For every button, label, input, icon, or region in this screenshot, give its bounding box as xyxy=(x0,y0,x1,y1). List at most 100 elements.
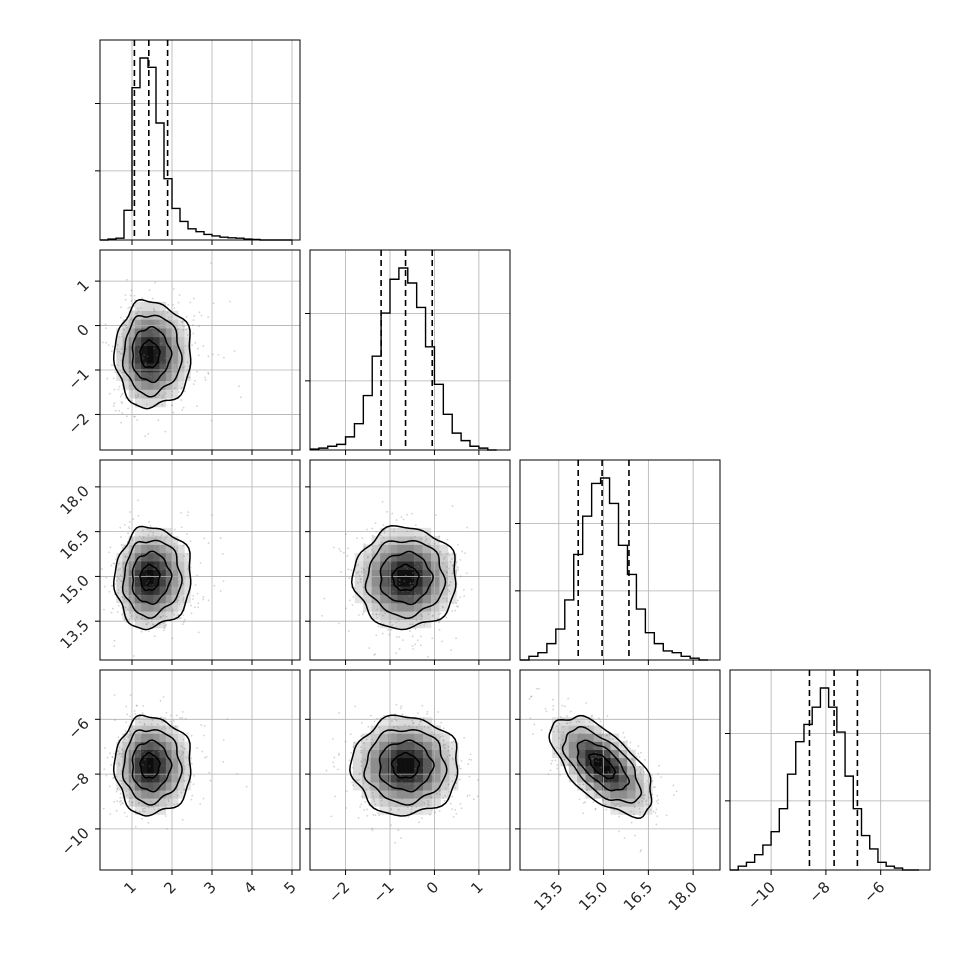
scatter-point xyxy=(427,543,430,545)
density-cell xyxy=(178,319,185,329)
scatter-point xyxy=(639,771,642,774)
density-cell xyxy=(405,733,415,742)
scatter-point xyxy=(146,528,149,531)
scatter-point xyxy=(402,747,405,750)
scatter-point xyxy=(182,614,185,617)
scatter-point xyxy=(229,300,231,303)
scatter-point xyxy=(173,803,176,806)
density-cell xyxy=(379,790,389,799)
contours-1-2 xyxy=(350,525,457,631)
scatter-point xyxy=(644,800,647,803)
scatter-point xyxy=(146,618,148,621)
scatter-point xyxy=(451,610,454,612)
scatter-point xyxy=(363,742,366,745)
scatter-point xyxy=(136,754,139,757)
scatter-point xyxy=(154,804,157,807)
density-cell xyxy=(159,371,167,382)
scatter-point xyxy=(360,570,363,573)
scatter-point xyxy=(127,307,130,309)
scatter-point xyxy=(158,394,161,396)
scatter-point xyxy=(394,841,396,844)
scatter-point xyxy=(173,307,176,309)
scatter-point xyxy=(170,532,173,535)
density-cell xyxy=(577,733,586,742)
scatter-point xyxy=(400,587,403,590)
scatter-point xyxy=(190,757,193,760)
scatter-point xyxy=(185,756,188,759)
scatter-point xyxy=(409,582,412,585)
scatter-point xyxy=(161,611,164,614)
scatter-point xyxy=(120,613,123,616)
scatter-point xyxy=(136,616,138,619)
scatter-point xyxy=(182,406,185,409)
density-cell xyxy=(396,725,406,734)
scatter-point xyxy=(169,337,172,339)
scatter-point xyxy=(431,615,434,618)
scatter-point xyxy=(128,527,131,530)
density-cell xyxy=(178,552,185,562)
density-cell xyxy=(379,733,389,742)
scatter-point xyxy=(152,559,154,561)
scatter-point xyxy=(123,738,126,741)
scatter-point xyxy=(141,817,144,820)
scatter-point xyxy=(442,606,445,609)
scatter-point xyxy=(377,584,380,586)
scatter-point xyxy=(114,371,117,374)
scatter-point xyxy=(448,590,451,593)
scatter-point xyxy=(179,617,182,620)
scatter-point xyxy=(431,637,434,640)
density-cell xyxy=(134,773,142,783)
density-cell xyxy=(396,790,406,799)
scatter-point xyxy=(379,742,382,745)
scatter-point xyxy=(119,316,122,319)
scatter-point xyxy=(119,370,122,373)
scatter-point xyxy=(357,571,360,574)
density-cell xyxy=(371,552,381,562)
density-cell xyxy=(134,336,142,346)
density-cell xyxy=(159,301,167,311)
scatter-point xyxy=(446,755,449,758)
density-cell xyxy=(352,757,363,767)
scatter-point xyxy=(152,751,154,753)
scatter-point xyxy=(438,628,441,631)
density-cell xyxy=(134,611,142,620)
density-cell xyxy=(159,594,167,604)
scatter-point xyxy=(445,553,448,556)
scatter-point xyxy=(170,551,173,554)
scatter-point xyxy=(400,516,403,518)
scatter-point xyxy=(606,715,609,718)
scatter-point xyxy=(353,742,356,744)
density-cell xyxy=(440,790,450,799)
scatter-point xyxy=(116,350,119,353)
scatter-point xyxy=(429,738,432,741)
density-cell xyxy=(593,733,603,742)
scatter-point xyxy=(334,795,336,798)
scatter-point xyxy=(213,584,216,587)
scatter-point xyxy=(143,372,146,375)
scatter-point xyxy=(347,568,350,571)
scatter-point xyxy=(169,720,172,723)
density-cell xyxy=(635,790,645,799)
scatter-point xyxy=(446,571,448,574)
density-cell xyxy=(165,765,173,775)
scatter-point xyxy=(126,794,129,797)
scatter-point xyxy=(563,758,566,761)
scatter-point xyxy=(152,568,155,571)
scatter-point xyxy=(137,737,139,740)
density-cell xyxy=(405,602,415,612)
scatter-point xyxy=(170,315,173,318)
scatter-point xyxy=(120,543,123,546)
scatter-point xyxy=(167,800,170,803)
scatter-point xyxy=(127,736,130,738)
scatter-point xyxy=(444,747,447,749)
scatter-point xyxy=(591,714,594,717)
density-cell xyxy=(159,725,167,734)
scatter-point xyxy=(401,798,404,800)
scatter-point xyxy=(169,714,172,717)
scatter-point xyxy=(446,566,448,568)
density-cell xyxy=(147,569,154,579)
scatter-point xyxy=(190,604,192,607)
scatter-point xyxy=(151,297,154,300)
density-cell xyxy=(371,611,381,620)
density-cell xyxy=(397,619,406,629)
